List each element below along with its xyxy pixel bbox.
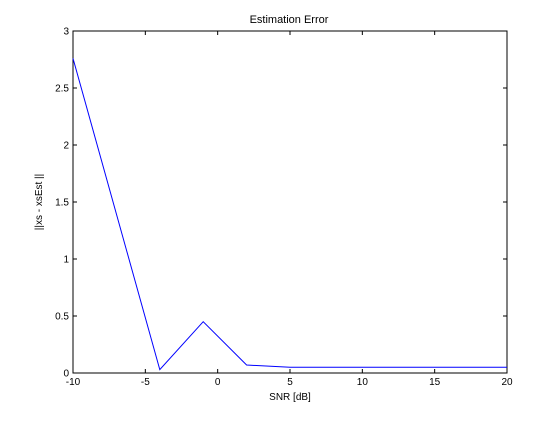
x-axis-label: SNR [dB] <box>269 392 311 403</box>
plot-area <box>72 30 508 374</box>
x-tick-label: -10 <box>66 377 81 388</box>
y-tick-label: 2.5 <box>55 84 69 95</box>
x-tick-label: 15 <box>429 377 441 388</box>
x-tick-label: 5 <box>287 377 293 388</box>
y-tick-label: 3 <box>63 27 69 38</box>
chart-title: Estimation Error <box>250 14 329 26</box>
x-tick-label: 20 <box>501 377 513 388</box>
y-tick-label: 2 <box>63 141 69 152</box>
series-group <box>72 58 507 371</box>
series-line <box>72 58 507 371</box>
y-tick-label: 0 <box>63 369 69 380</box>
x-tick-label: 10 <box>357 377 369 388</box>
y-axis-label: ||xs - xsEst || <box>34 174 45 231</box>
y-tick-label: 0.5 <box>55 312 69 323</box>
y-tick-label: 1 <box>63 255 69 266</box>
y-tick-label: 1.5 <box>55 198 69 209</box>
x-tick-label: 0 <box>215 377 221 388</box>
axis-ticks: -10 -5 0 5 10 15 20 0 0.5 1 1.5 2 2.5 3 <box>55 27 513 389</box>
x-tick-label: -5 <box>141 377 150 388</box>
